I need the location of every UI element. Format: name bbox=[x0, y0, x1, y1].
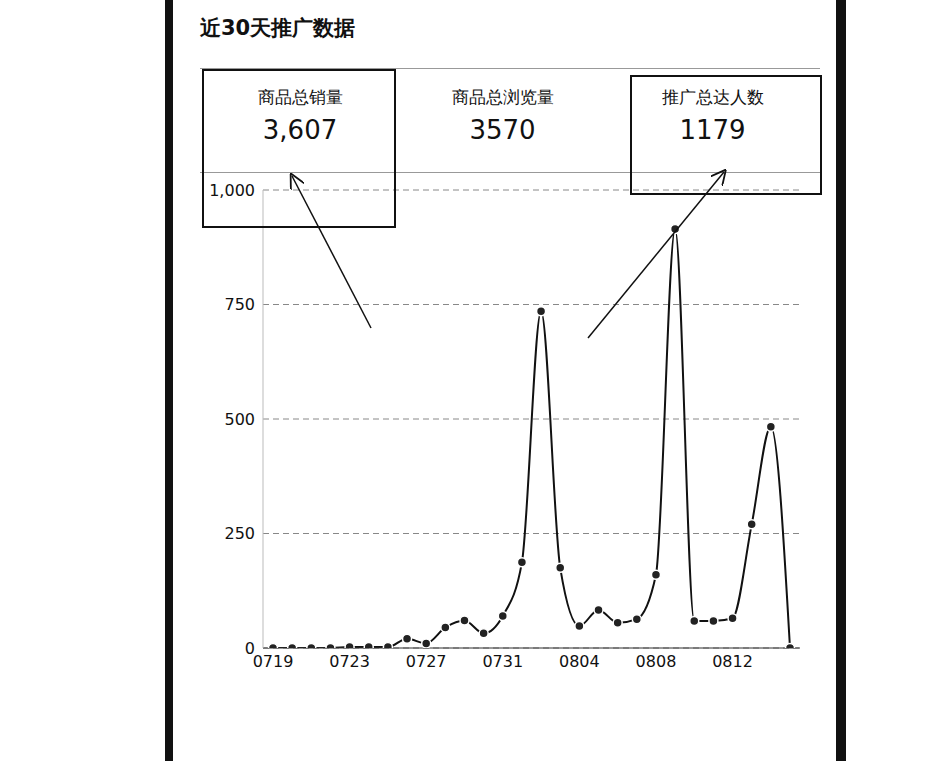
svg-text:0723: 0723 bbox=[329, 652, 370, 671]
svg-text:0: 0 bbox=[245, 639, 255, 658]
svg-text:0808: 0808 bbox=[636, 652, 677, 671]
html-text:近30天推广数据: 近30天推广数据 bbox=[200, 16, 356, 40]
svg-text:0727: 0727 bbox=[406, 652, 447, 671]
svg-text:750: 750 bbox=[224, 295, 255, 314]
html-text:推广总达人数: 推广总达人数 bbox=[661, 87, 764, 107]
svg-text:0804: 0804 bbox=[559, 652, 600, 671]
svg-text:250: 250 bbox=[224, 524, 255, 543]
svg-text:0731: 0731 bbox=[482, 652, 523, 671]
svg-text:0812: 0812 bbox=[712, 652, 753, 671]
html-text:3570: 3570 bbox=[469, 115, 536, 145]
html-text:商品总浏览量: 商品总浏览量 bbox=[451, 87, 554, 107]
html-text:1179: 1179 bbox=[679, 115, 746, 145]
svg-text:500: 500 bbox=[224, 410, 255, 429]
svg-text:0719: 0719 bbox=[253, 652, 294, 671]
html-text:3,607: 3,607 bbox=[262, 115, 338, 145]
svg-text:1,000: 1,000 bbox=[209, 181, 255, 200]
html-text:商品总销量: 商品总销量 bbox=[257, 87, 343, 107]
